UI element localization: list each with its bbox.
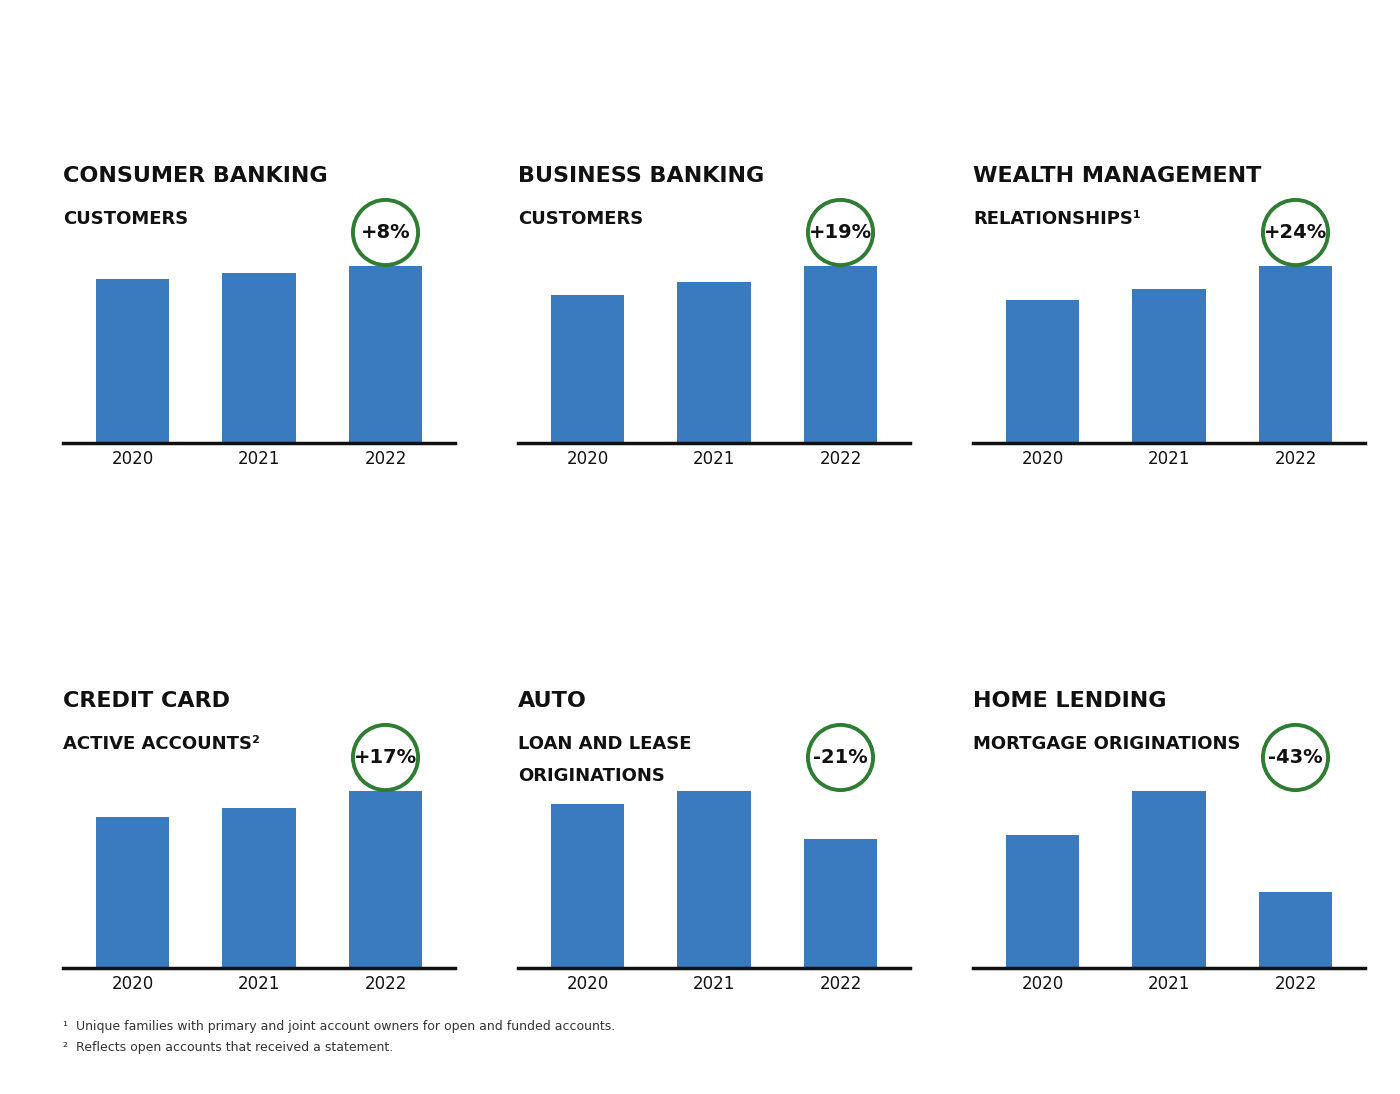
- Point: [374, 223, 396, 241]
- Bar: [678, 791, 750, 968]
- Text: BUSINESS BANKING: BUSINESS BANKING: [518, 166, 764, 186]
- Bar: [1005, 835, 1079, 968]
- Bar: [804, 266, 878, 443]
- Point: [829, 748, 851, 766]
- Text: LOAN AND LEASE: LOAN AND LEASE: [518, 735, 692, 753]
- Text: +17%: +17%: [354, 748, 417, 767]
- Text: 2020 TO 2022 GROWTH: 2020 TO 2022 GROWTH: [31, 25, 361, 49]
- Text: CREDIT CARD: CREDIT CARD: [63, 691, 230, 711]
- Bar: [223, 274, 295, 443]
- Text: ²  Reflects open accounts that received a statement.: ² Reflects open accounts that received a…: [63, 1041, 393, 1055]
- Text: CONSUMER BANKING: CONSUMER BANKING: [63, 166, 328, 186]
- Bar: [223, 807, 295, 968]
- Text: ACTIVE ACCOUNTS²: ACTIVE ACCOUNTS²: [63, 735, 260, 753]
- Text: MORTGAGE ORIGINATIONS: MORTGAGE ORIGINATIONS: [973, 735, 1240, 753]
- Bar: [349, 266, 423, 443]
- Point: [829, 223, 851, 241]
- Bar: [804, 838, 878, 968]
- Bar: [550, 804, 624, 968]
- Bar: [1133, 791, 1205, 968]
- Text: +8%: +8%: [361, 223, 410, 242]
- Text: -21%: -21%: [813, 748, 868, 767]
- Text: CUSTOMERS: CUSTOMERS: [63, 210, 188, 228]
- Text: RELATIONSHIPS¹: RELATIONSHIPS¹: [973, 210, 1141, 228]
- Text: ORIGINATIONS: ORIGINATIONS: [518, 768, 665, 785]
- Text: CUSTOMERS: CUSTOMERS: [518, 210, 643, 228]
- Bar: [1005, 301, 1079, 443]
- Text: AUTO: AUTO: [518, 691, 587, 711]
- Text: ¹  Unique families with primary and joint account owners for open and funded acc: ¹ Unique families with primary and joint…: [63, 1020, 615, 1033]
- Bar: [95, 279, 169, 443]
- Text: +19%: +19%: [809, 223, 872, 242]
- Bar: [349, 791, 423, 968]
- Text: +24%: +24%: [1264, 223, 1327, 242]
- Bar: [1133, 289, 1205, 443]
- Point: [1284, 223, 1306, 241]
- Point: [1284, 748, 1306, 766]
- Text: HOME LENDING: HOME LENDING: [973, 691, 1166, 711]
- Text: -43%: -43%: [1268, 748, 1323, 767]
- Text: WEALTH MANAGEMENT: WEALTH MANAGEMENT: [973, 166, 1261, 186]
- Bar: [95, 817, 169, 968]
- Bar: [550, 294, 624, 443]
- Bar: [678, 282, 750, 443]
- Bar: [1259, 266, 1333, 443]
- Bar: [1259, 892, 1333, 968]
- Point: [374, 748, 396, 766]
